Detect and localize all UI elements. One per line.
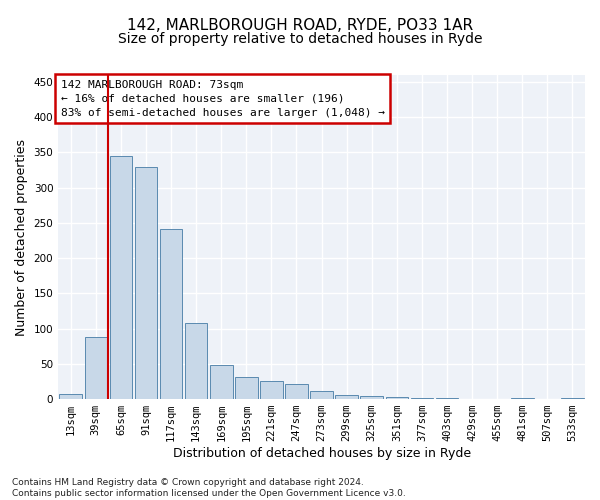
X-axis label: Distribution of detached houses by size in Ryde: Distribution of detached houses by size … [173,447,470,460]
Bar [85,337,107,399]
Bar [235,376,257,399]
Text: Size of property relative to detached houses in Ryde: Size of property relative to detached ho… [118,32,482,46]
Text: 142, MARLBOROUGH ROAD, RYDE, PO33 1AR: 142, MARLBOROUGH ROAD, RYDE, PO33 1AR [127,18,473,32]
Bar [436,398,458,399]
Bar [160,228,182,399]
Bar [210,366,233,399]
Y-axis label: Number of detached properties: Number of detached properties [15,138,28,336]
Bar [59,394,82,399]
Bar [561,398,584,399]
Bar [110,156,132,399]
Bar [335,395,358,399]
Bar [185,323,208,399]
Bar [260,382,283,399]
Bar [511,398,533,399]
Bar [310,392,333,399]
Text: 142 MARLBOROUGH ROAD: 73sqm
← 16% of detached houses are smaller (196)
83% of se: 142 MARLBOROUGH ROAD: 73sqm ← 16% of det… [61,80,385,118]
Bar [285,384,308,399]
Bar [410,398,433,399]
Bar [361,396,383,399]
Text: Contains HM Land Registry data © Crown copyright and database right 2024.
Contai: Contains HM Land Registry data © Crown c… [12,478,406,498]
Bar [386,397,408,399]
Bar [134,166,157,399]
